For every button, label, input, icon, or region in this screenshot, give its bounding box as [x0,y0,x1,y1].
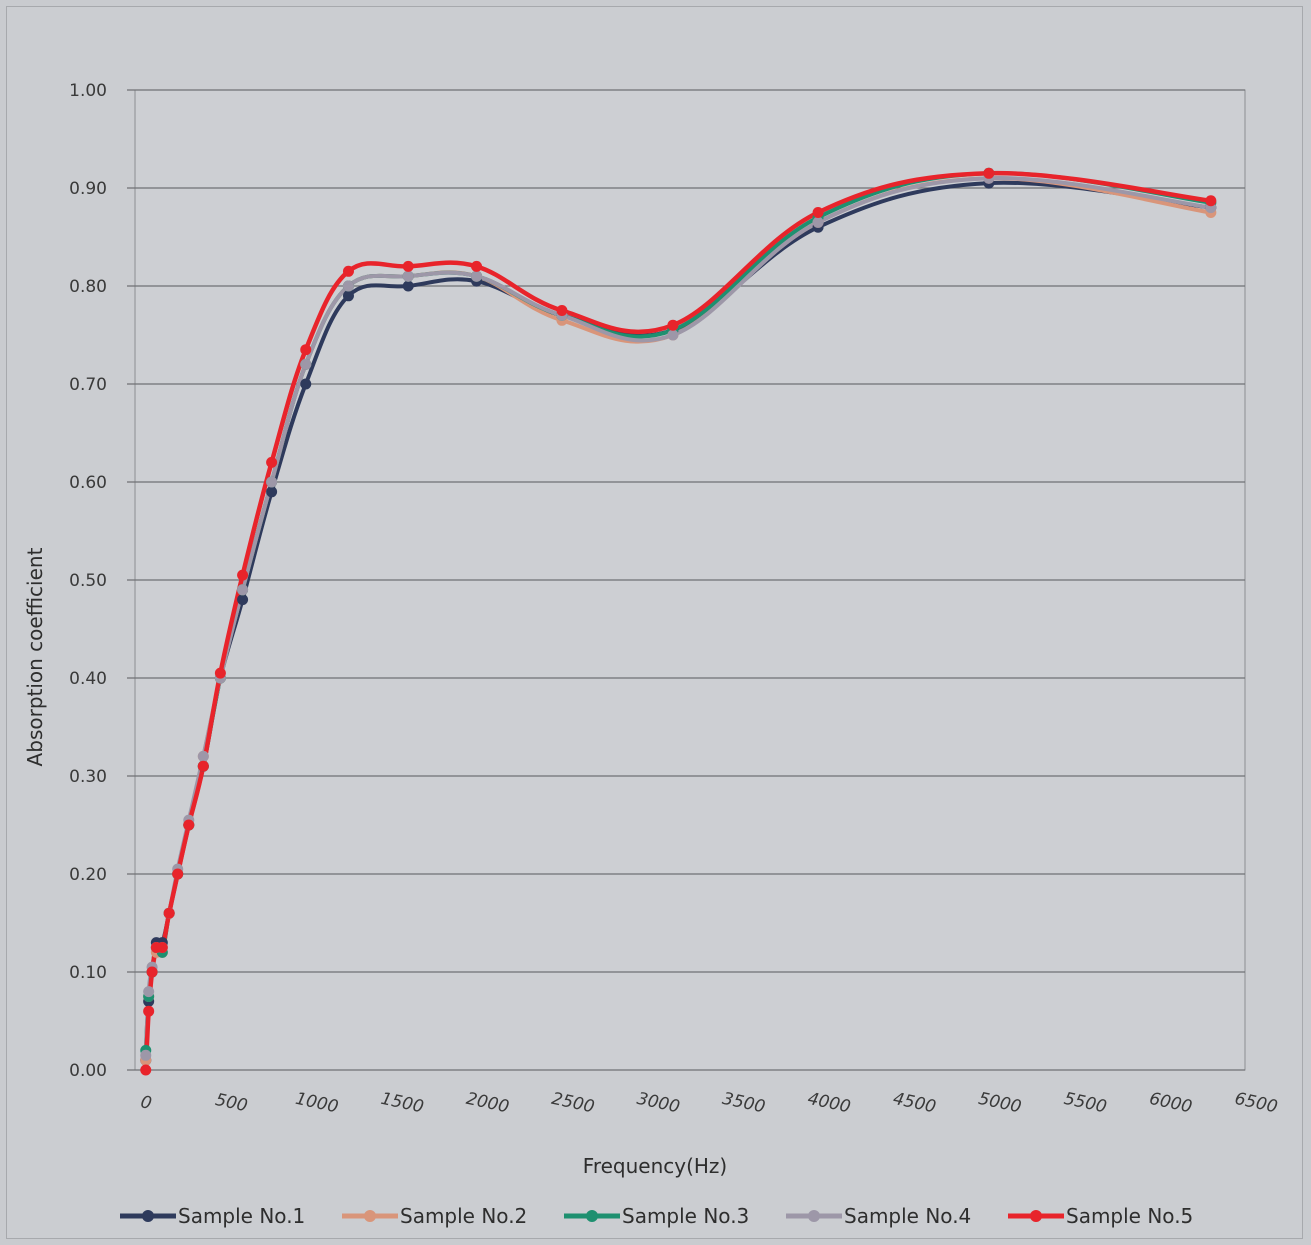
data-point [1205,195,1217,207]
x-tick-label: 4500 [891,1089,937,1118]
x-tick-label: 4000 [806,1089,852,1118]
data-point [237,569,249,581]
legend-label: Sample No.5 [1066,1204,1193,1228]
data-point [300,358,312,370]
x-tick-label: 1500 [379,1089,425,1118]
data-point [556,305,568,316]
y-tick-label: 0.40 [69,669,107,689]
data-point [143,1005,155,1017]
x-tick-labels: 0 500 1000 1500 2000 2500 3000 3500 4000 4500 5000… [139,1089,1280,1118]
data-point [237,594,249,606]
data-point [342,265,354,277]
y-tick-label: 0.30 [69,767,107,787]
data-point [471,260,483,272]
x-tick-label: 5000 [977,1089,1023,1118]
data-point [402,270,414,282]
y-tick-labels: 0.00 0.10 0.20 0.30 0.40 0.50 0.60 0.70 0.80 0.90… [69,81,107,1081]
x-tick-label: 2000 [464,1089,510,1118]
y-tick-label: 0.10 [69,963,107,983]
x-tick-label: 1000 [294,1089,340,1118]
data-point [197,750,209,762]
data-point [812,216,824,228]
x-tick-label: 2500 [550,1089,596,1118]
y-tick-label: 0.00 [69,1061,107,1081]
data-point [197,760,209,772]
y-tick-label: 0.60 [69,473,107,493]
x-tick-label: 6500 [1233,1089,1279,1118]
data-point [402,260,414,272]
y-tick-label: 0.90 [69,179,107,199]
data-point [667,319,679,331]
data-point [237,584,249,596]
data-point [172,868,184,880]
data-point [667,329,679,341]
data-point [140,1064,152,1076]
legend-swatch-marker [142,1210,154,1222]
data-point [140,1049,152,1061]
x-tick-label: 500 [213,1090,249,1116]
data-point [163,907,175,919]
legend-swatch-marker [364,1210,376,1222]
y-axis-label: Absorption coefficient [23,547,47,766]
data-point [983,167,995,179]
legend-swatch-marker [586,1210,598,1222]
data-point [342,290,354,302]
data-point [183,819,195,831]
legend-label: Sample No.2 [400,1204,527,1228]
legend-label: Sample No.1 [178,1204,305,1228]
y-tick-label: 1.00 [69,81,107,101]
y-tick-label: 0.20 [69,865,107,885]
y-tick-label: 0.50 [69,571,107,591]
y-tick-label: 0.70 [69,375,107,395]
legend-label: Sample No.4 [844,1204,971,1228]
series-points [140,167,1217,1076]
data-point [143,986,155,998]
gridlines [127,89,1245,1071]
data-point [266,486,278,498]
data-point [266,456,278,468]
x-tick-label: 0 [139,1092,154,1114]
legend-swatch-marker [1030,1210,1042,1222]
y-tick-label: 0.80 [69,277,107,297]
data-point [342,280,354,292]
x-tick-label: 3500 [720,1089,766,1118]
x-tick-label: 6000 [1147,1089,1193,1118]
x-axis-label: Frequency(Hz) [583,1154,727,1178]
data-point [402,280,414,292]
x-tick-label: 5500 [1062,1089,1108,1118]
data-point [471,270,483,282]
data-point [146,966,158,978]
data-point [266,476,278,488]
x-tick-label: 3000 [635,1089,681,1118]
data-point [300,378,312,390]
legend-swatch-marker [808,1210,820,1222]
data-point [214,667,226,679]
data-point [300,344,312,356]
data-point [156,942,168,953]
legend-label: Sample No.3 [622,1204,749,1228]
data-point [812,207,824,218]
legend: Sample No.1 Sample No.2 Sample No.3 Sample … [120,1204,1193,1228]
